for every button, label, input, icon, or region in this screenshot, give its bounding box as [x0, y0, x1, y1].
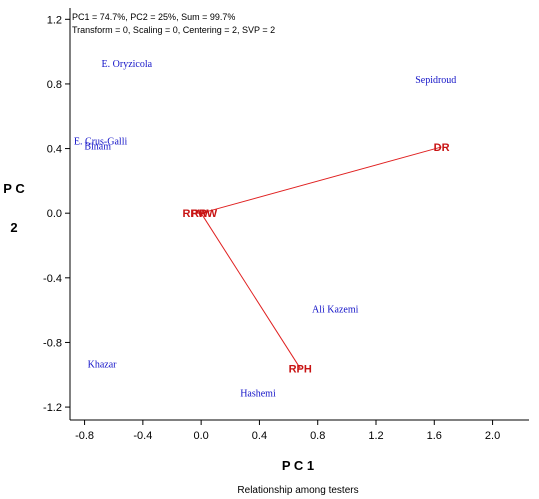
- entry-label: Ali Kazemi: [312, 305, 359, 316]
- y-axis-title: P C 2: [3, 181, 25, 235]
- y-axis-title-line1: P C: [3, 181, 25, 196]
- y-tick-label: 0.0: [47, 208, 62, 220]
- entry-label: Khazar: [88, 359, 118, 370]
- tester-vector: [200, 212, 301, 369]
- y-tick-label: -1.2: [43, 402, 62, 414]
- y-tick-label: 0.4: [47, 144, 62, 156]
- x-tick-label: 1.6: [427, 430, 442, 442]
- y-tick-label: 1.2: [47, 14, 62, 26]
- x-tick-label: 2.0: [485, 430, 500, 442]
- y-axis-title-line2: 2: [10, 220, 17, 235]
- entry-label: Hashemi: [240, 389, 276, 400]
- y-tick-label: -0.8: [43, 337, 62, 349]
- x-tick-label: -0.4: [133, 430, 152, 442]
- x-tick-label: -0.8: [75, 430, 94, 442]
- y-tick-label: -0.4: [43, 273, 62, 285]
- y-tick-label: 0.8: [47, 79, 62, 91]
- info-line-settings: Transform = 0, Scaling = 0, Centering = …: [72, 25, 275, 35]
- x-axis-title: P C 1: [282, 458, 314, 473]
- entry-label: E. Crus-Galli: [74, 136, 128, 147]
- entry-label: Binam: [84, 141, 111, 152]
- plot-area: 1.2 0.8 0.4 0.0 -0.4 -0.8 -1.2 -0.8 -0.4 0.0 0.4 0.…: [43, 8, 529, 442]
- tester-label: DR: [434, 142, 450, 154]
- x-tick-label: 0.4: [252, 430, 267, 442]
- x-tick-label: 0.8: [310, 430, 325, 442]
- info-line-variance: PC1 = 74.7%, PC2 = 25%, Sum = 99.7%: [72, 12, 235, 22]
- x-tick-label: 0.0: [193, 430, 208, 442]
- entry-label: Sepidroud: [415, 75, 456, 86]
- tester-label: RPH: [289, 363, 312, 375]
- tester-label: RPW: [182, 208, 208, 220]
- entry-label: E. Oryzicola: [102, 59, 153, 70]
- tester-vector: [201, 146, 442, 214]
- chart-caption: Relationship among testers: [237, 485, 358, 496]
- tester-label: RRW: [191, 208, 218, 220]
- x-tick-label: 1.2: [368, 430, 383, 442]
